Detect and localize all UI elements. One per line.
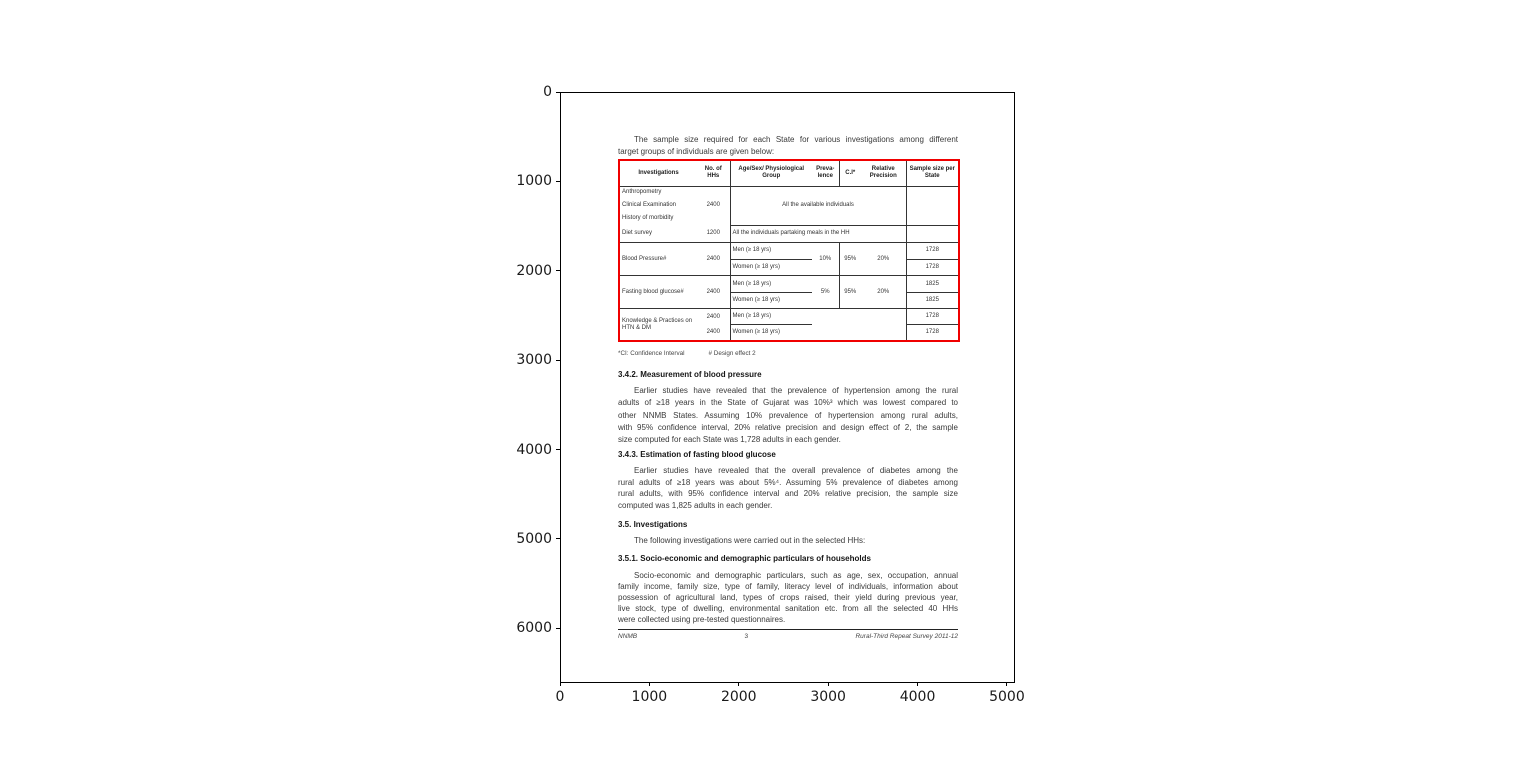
cell-clinical-exam-hhs: 2400 xyxy=(697,199,731,213)
y-tick-label: 0 xyxy=(543,84,552,100)
section-343-paragraph: Earlier studies have revealed that the o… xyxy=(618,466,958,510)
footer-page-number: 3 xyxy=(744,633,749,640)
cell-kp-name: Knowledge & Practices on HTN & DM xyxy=(622,317,693,331)
cell-kp-hhs-women: 2400 xyxy=(697,324,731,341)
y-tick-label: 4000 xyxy=(516,441,552,458)
y-tick-label: 1000 xyxy=(516,173,552,190)
x-tick-mark xyxy=(827,682,829,686)
header-prevalence: Preva- lence xyxy=(812,160,840,187)
x-tick-label: 4000 xyxy=(899,689,936,705)
footer-right: Rural-Third Repeat Survey 2011-12 xyxy=(855,633,958,640)
section-342-paragraph: Earlier studies have revealed that the p… xyxy=(618,386,958,445)
cell-bp-women: Women (≥ 18 yrs) xyxy=(730,259,812,277)
header-hhs: No. of HHs xyxy=(697,160,731,187)
intro-paragraph: The sample size required for each State … xyxy=(618,134,958,159)
y-tick-label: 6000 xyxy=(516,620,552,637)
section-35-paragraph: The following investigations were carrie… xyxy=(634,536,866,545)
header-sample: Sample size per State xyxy=(906,160,959,187)
section-heading-351: 3.5.1. Socio-economic and demographic pa… xyxy=(618,554,871,563)
x-tick-mark xyxy=(1006,682,1008,686)
cell-bp-sample-men: 1728 xyxy=(906,242,959,261)
footnote-ci: *CI: Confidence Interval xyxy=(618,350,685,357)
cell-bp-name: Blood Pressure# xyxy=(619,242,697,277)
x-tick-label: 3000 xyxy=(810,689,846,705)
table-row: Anthropometry All the available individu… xyxy=(619,186,959,226)
cell-kp-women: Women (≥ 18 yrs) xyxy=(732,329,781,336)
y-tick-mark xyxy=(556,91,560,93)
cell-clinical-exam: Clinical Examination xyxy=(622,202,677,209)
header-investigations: Investigations xyxy=(619,160,697,187)
footer-left: NNMB xyxy=(618,633,638,640)
y-tick-label: 3000 xyxy=(516,352,552,369)
header-group: Age/Sex/ Physiological Group xyxy=(730,160,812,187)
x-tick-mark xyxy=(738,682,740,686)
cell-fbg-women: Women (≥ 18 yrs) xyxy=(730,292,812,310)
cell-fbg-hhs: 2400 xyxy=(697,275,731,310)
section-heading-343: 3.4.3. Estimation of fasting blood gluco… xyxy=(618,450,776,459)
y-tick-mark xyxy=(556,359,560,361)
table-row-kp-women: 2400 Women (≥ 18 yrs) 1728 xyxy=(619,324,959,341)
cell-fbg-sample-men: 1825 xyxy=(906,275,959,294)
cell-fbg-prevalence: 5% xyxy=(812,275,840,310)
cell-diet-survey: Diet survey xyxy=(619,225,697,243)
page-footer: NNMB 3 Rural-Third Repeat Survey 2011-12 xyxy=(618,629,958,640)
sample-size-table: Investigations No. of HHs Age/Sex/ Physi… xyxy=(618,159,960,342)
header-precision: Relative Precision xyxy=(861,160,907,187)
table-row: Diet survey 1200 All the individuals par… xyxy=(619,225,959,243)
cell-history-morbidity: History of morbidity xyxy=(622,215,674,222)
y-tick-mark xyxy=(556,627,560,629)
x-tick-label: 1000 xyxy=(631,689,668,705)
cell-diet-survey-hhs: 1200 xyxy=(697,225,731,243)
table-footnote: *CI: Confidence Interval # Design effect … xyxy=(618,350,958,357)
table-row: History of morbidity xyxy=(619,212,959,226)
cell-fbg-precision: 20% xyxy=(861,275,907,310)
intro-line: The sample size required for each State … xyxy=(634,135,958,144)
table-header-row: Investigations No. of HHs Age/Sex/ Physi… xyxy=(619,160,959,187)
table-row-fbg-women: Women (≥ 18 yrs) 1825 xyxy=(619,292,959,310)
x-tick-label: 0 xyxy=(555,689,565,705)
section-heading-35: 3.5. Investigations xyxy=(618,520,688,529)
cell-anthropometry: Anthropometry xyxy=(622,189,662,196)
cell-bp-ci: 95% xyxy=(839,242,861,277)
cell-fbg-name: Fasting blood glucose# xyxy=(619,275,697,310)
cell-fbg-sample-women: 1825 xyxy=(906,292,959,310)
x-tick-mark xyxy=(559,682,561,686)
document-page: The sample size required for each State … xyxy=(561,93,1014,682)
intro-line: target groups of individuals are given b… xyxy=(618,147,775,157)
x-tick-label: 5000 xyxy=(989,689,1025,705)
y-tick-mark xyxy=(556,538,560,540)
table-row-bp-women: Women (≥ 18 yrs) 1728 xyxy=(619,259,959,277)
table-row-bp-men: Blood Pressure# 2400 Men (≥ 18 yrs) 10% … xyxy=(619,242,959,277)
table-row: Clinical Examination 2400 xyxy=(619,199,959,213)
x-tick-mark xyxy=(648,682,650,686)
cell-kp-men: Men (≥ 18 yrs) xyxy=(730,308,812,326)
y-tick-mark xyxy=(556,180,560,182)
cell-fbg-ci: 95% xyxy=(839,275,861,310)
cell-kp-hhs-men: 2400 xyxy=(697,308,731,325)
x-tick-label: 2000 xyxy=(720,689,757,705)
y-tick-label: 5000 xyxy=(516,530,552,547)
y-tick-label: 2000 xyxy=(516,262,552,279)
table-row-fbg-men: Fasting blood glucose# 2400 Men (≥ 18 yr… xyxy=(619,275,959,310)
cell-bp-sample-women: 1728 xyxy=(906,259,959,277)
cell-all-available: All the available individuals xyxy=(730,186,907,226)
cell-fbg-men: Men (≥ 18 yrs) xyxy=(730,275,812,294)
cell-kp-sample-men: 1728 xyxy=(906,308,959,326)
cell-partaking-meals: All the individuals partaking meals in t… xyxy=(730,225,907,243)
section-351-paragraph: Socio-economic and demographic particula… xyxy=(618,571,958,625)
plot-axes: The sample size required for each State … xyxy=(560,92,1015,683)
header-ci: C.I* xyxy=(839,160,861,187)
cell-bp-precision: 20% xyxy=(861,242,907,277)
y-tick-mark xyxy=(556,270,560,272)
footnote-design-effect: # Design effect 2 xyxy=(708,350,756,357)
y-tick-mark xyxy=(556,449,560,451)
cell-bp-hhs: 2400 xyxy=(697,242,731,277)
table-row-kp-men: Knowledge & Practices on HTN & DM 2400 M… xyxy=(619,308,959,341)
cell-bp-prevalence: 10% xyxy=(812,242,840,277)
section-heading-342: 3.4.2. Measurement of blood pressure xyxy=(618,370,762,379)
x-tick-mark xyxy=(917,682,919,686)
cell-kp-sample-women: 1728 xyxy=(925,329,939,336)
cell-bp-men: Men (≥ 18 yrs) xyxy=(730,242,812,261)
